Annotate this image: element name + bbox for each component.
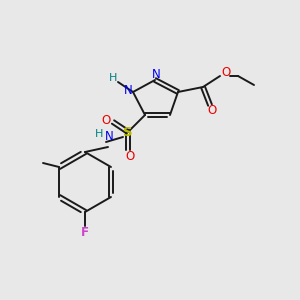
Text: H: H (109, 73, 117, 83)
Text: N: N (124, 83, 132, 97)
Text: N: N (152, 68, 160, 80)
Text: S: S (123, 125, 133, 139)
Text: H: H (95, 129, 103, 139)
Text: O: O (101, 113, 111, 127)
Text: O: O (207, 104, 217, 118)
Text: F: F (81, 226, 89, 239)
Text: O: O (125, 151, 135, 164)
Text: O: O (221, 67, 231, 80)
Text: N: N (105, 130, 113, 142)
